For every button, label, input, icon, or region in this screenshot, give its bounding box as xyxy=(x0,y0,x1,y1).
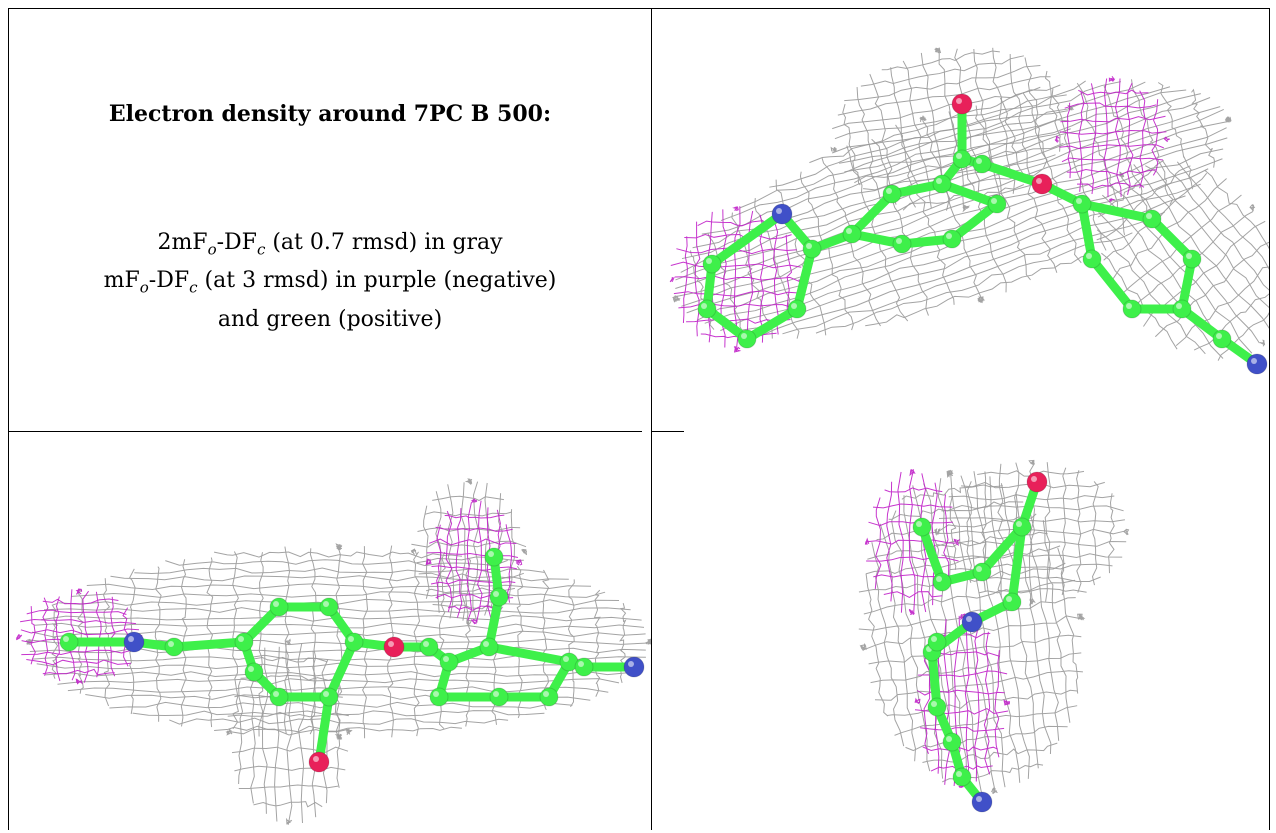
caption-line-2-mid: -DF xyxy=(148,268,190,294)
caption-line-1-prefix: 2mF xyxy=(157,230,208,255)
density-image-bottom-right xyxy=(858,459,1130,813)
ligand-atoms-bottom-right xyxy=(912,471,1048,813)
grid-border-middle-horizontal-right xyxy=(651,431,684,432)
purple-density-mesh-upper xyxy=(864,469,960,616)
caption-line-2: mFo-DFc (at 3 rmsd) in purple (negative) xyxy=(9,265,651,303)
gray-density-mesh-upper xyxy=(410,478,528,626)
caption-body: 2mFo-DFc (at 0.7 rmsd) in gray mFo-DFc (… xyxy=(9,227,651,335)
caption-line-3: and green (positive) xyxy=(217,306,443,332)
ligand-bonds-top-right xyxy=(702,99,1262,369)
caption-cell: Electron density around 7PC B 500: 2mFo-… xyxy=(9,9,651,431)
ligand-atoms-bottom-left xyxy=(59,547,645,773)
density-image-top-right xyxy=(669,47,1269,375)
density-image-bottom-left xyxy=(15,478,651,825)
ligand-atoms-top-right xyxy=(697,93,1268,375)
gray-density-mesh-upper xyxy=(830,47,1075,213)
caption-line-1: 2mFo-DFc (at 0.7 rmsd) in gray xyxy=(9,227,651,265)
caption-line-1-sub-o: o xyxy=(207,240,217,259)
figure-grid: Electron density around 7PC B 500: 2mFo-… xyxy=(8,8,1270,830)
caption-line-1-suffix: (at 0.7 rmsd) in gray xyxy=(265,230,503,255)
caption-line-1-sub-c: c xyxy=(256,240,266,259)
grid-border-top xyxy=(8,8,1270,9)
density-panel-bottom-left xyxy=(9,432,651,830)
caption-line-2-sub-c: c xyxy=(189,278,198,297)
grid-border-right xyxy=(1269,8,1270,830)
purple-density-mesh-left xyxy=(15,588,143,685)
grid-border-left xyxy=(8,8,9,830)
grid-border-middle-horizontal-left xyxy=(8,431,642,432)
density-panel-bottom-right xyxy=(652,432,1269,830)
purple-density-mesh-right xyxy=(1054,76,1170,203)
caption-line-2-suffix: (at 3 rmsd) in purple (negative) xyxy=(197,268,557,294)
caption-title: Electron density around 7PC B 500: xyxy=(108,101,552,127)
grid-border-middle-vertical xyxy=(651,8,652,830)
caption-line-1-mid: -DF xyxy=(216,230,257,255)
caption-line-2-prefix: mF xyxy=(103,268,140,294)
density-panel-top-right xyxy=(652,9,1269,431)
gray-density-mesh-right xyxy=(1096,159,1269,361)
caption-line-2-sub-o: o xyxy=(139,278,149,297)
